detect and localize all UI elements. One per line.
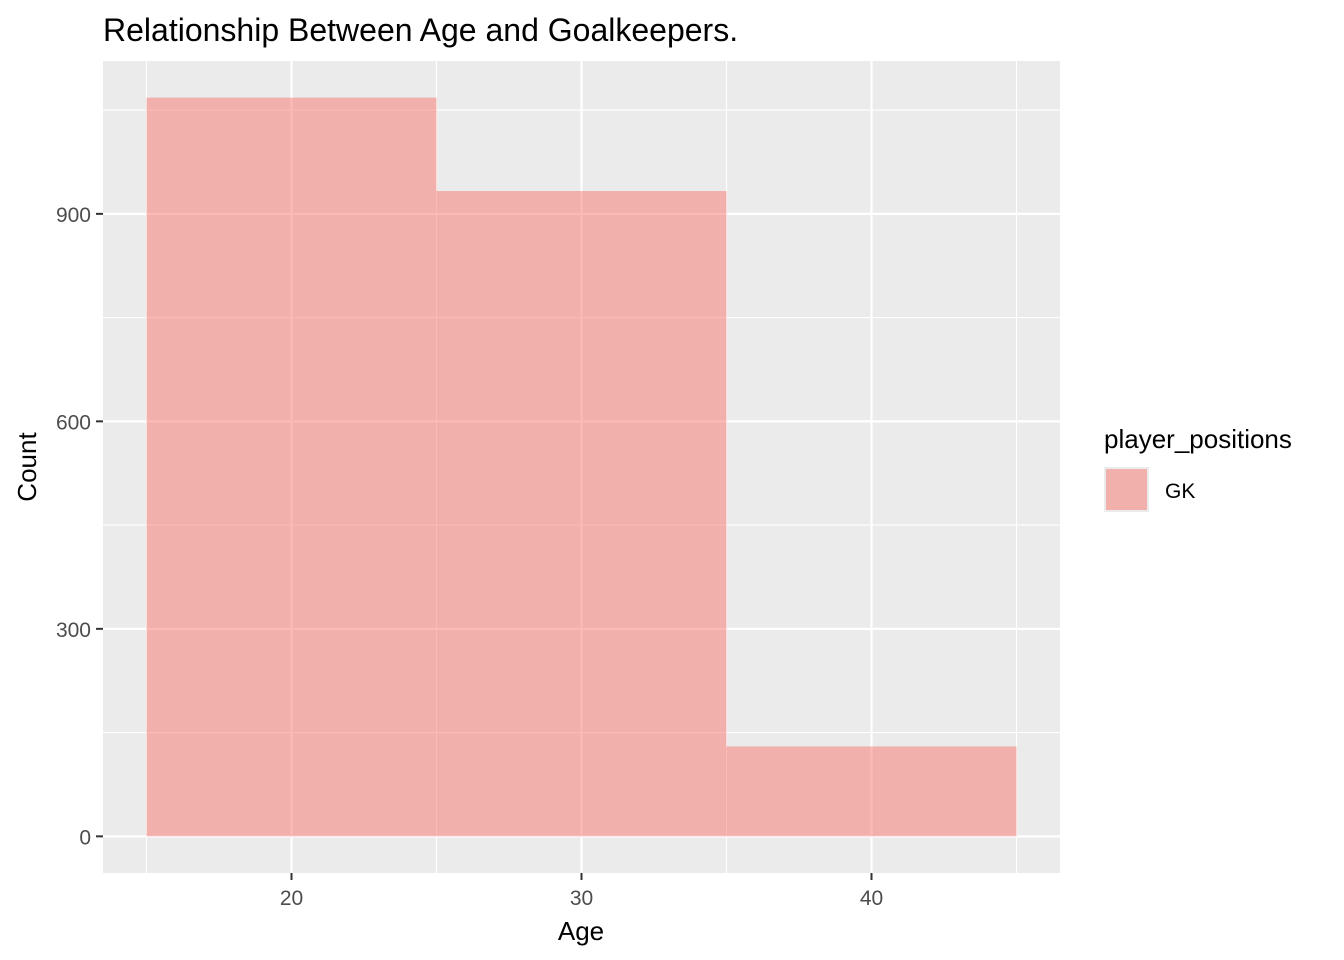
- chart-title: Relationship Between Age and Goalkeepers…: [103, 12, 738, 48]
- x-axis-ticks: 20 30 40: [280, 873, 883, 910]
- legend: player_positions GK: [1104, 424, 1292, 512]
- y-tick-label: 300: [56, 619, 91, 642]
- legend-label-gk: GK: [1165, 480, 1195, 503]
- histogram-bars: [146, 97, 1017, 837]
- bar-1: [146, 97, 437, 837]
- y-tick-label: 0: [79, 826, 91, 849]
- x-tick-label: 20: [280, 887, 303, 910]
- y-tick-label: 600: [56, 411, 91, 434]
- bar-3: [726, 746, 1017, 837]
- y-axis-ticks: 0 300 600 900: [56, 204, 103, 849]
- y-tick-label: 900: [56, 204, 91, 227]
- x-axis-title: Age: [558, 916, 604, 946]
- bar-2: [436, 191, 727, 837]
- y-axis-title: Count: [12, 432, 42, 502]
- legend-key-gk: [1106, 469, 1147, 510]
- x-tick-label: 30: [570, 887, 593, 910]
- x-tick-label: 40: [860, 887, 883, 910]
- legend-title: player_positions: [1104, 424, 1292, 454]
